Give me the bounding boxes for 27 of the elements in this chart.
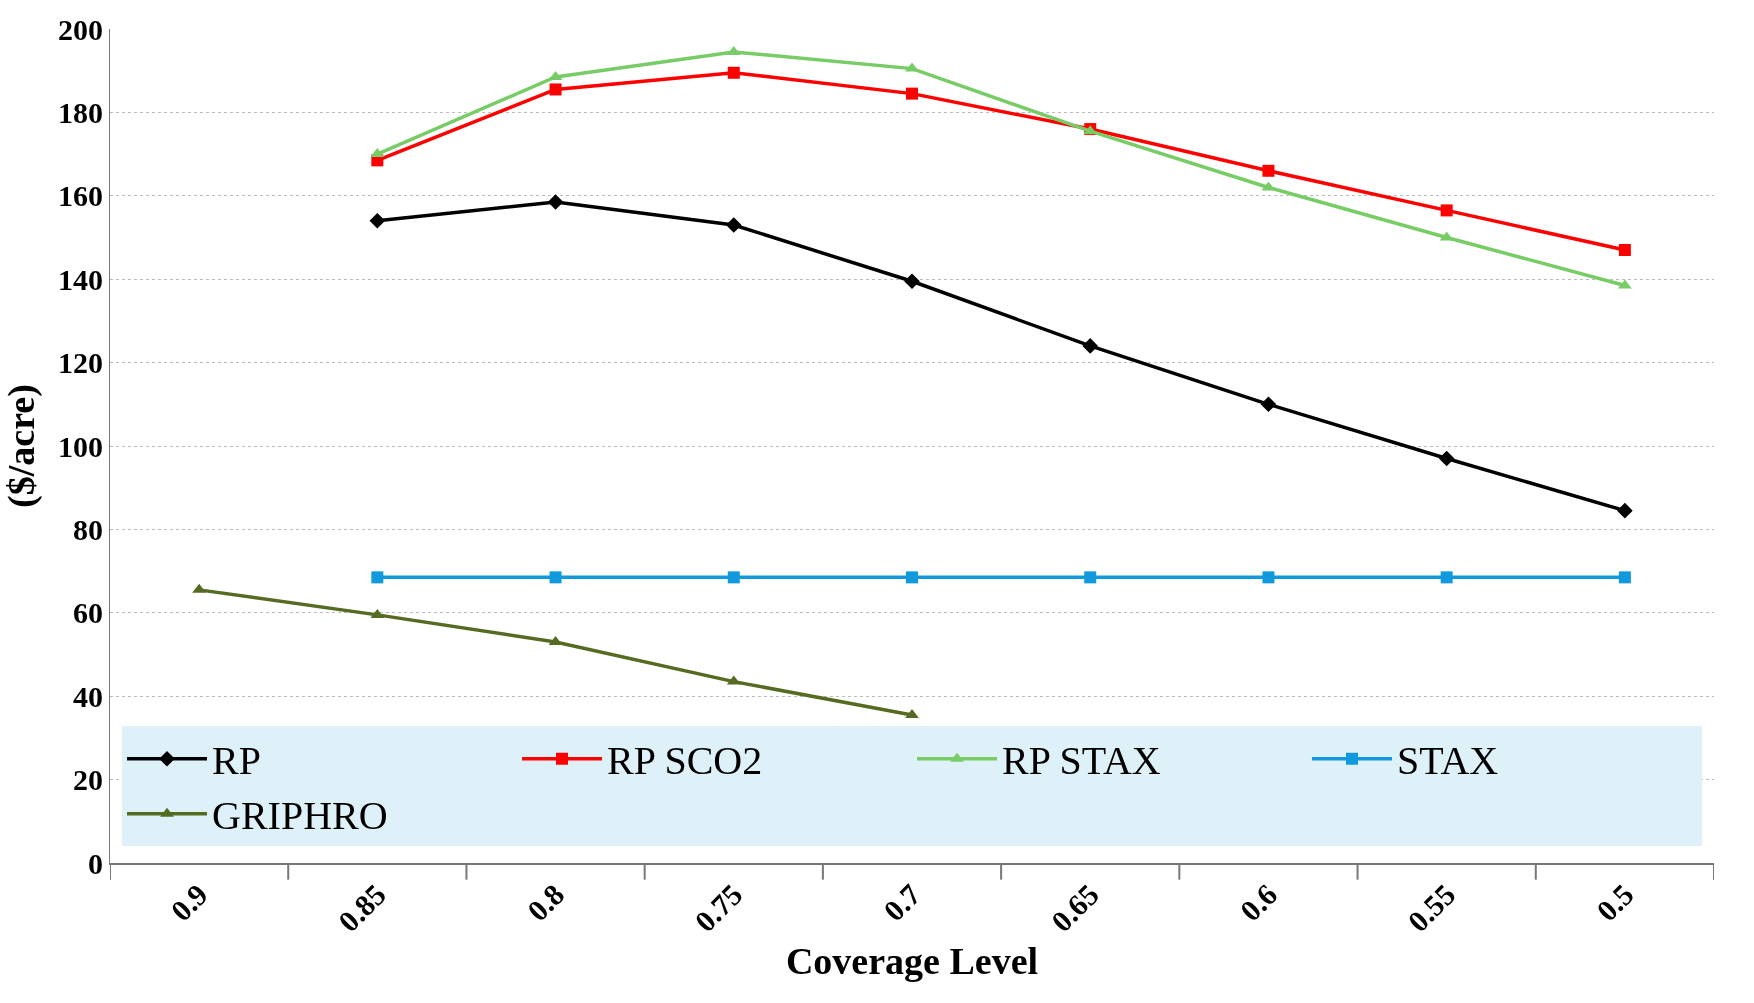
- x-tick-label: 0.9: [164, 877, 214, 928]
- y-tick-label: 140: [58, 262, 103, 296]
- x-axis-title: Coverage Level: [785, 939, 1039, 982]
- x-tick-label: 0.6: [1233, 877, 1284, 928]
- y-tick-label: 20: [73, 763, 103, 797]
- y-tick-label: 40: [73, 679, 103, 713]
- legend-label: RP STAX: [1002, 738, 1161, 784]
- y-tick-label: 60: [73, 596, 103, 630]
- x-tick-label: 0.85: [331, 877, 393, 938]
- x-tick-label: 0.55: [1401, 877, 1462, 938]
- y-axis-title: ($/acre): [0, 384, 43, 508]
- y-tick-label: 80: [73, 512, 103, 546]
- legend-label: GRIPHRO: [212, 793, 388, 839]
- legend-label: RP SCO2: [607, 738, 763, 784]
- y-tick-label: 120: [58, 346, 103, 380]
- y-tick-label: 0: [88, 846, 103, 880]
- y-tick-label: 180: [58, 95, 103, 129]
- x-tick-label: 0.75: [688, 877, 749, 938]
- legend-label: RP: [212, 738, 261, 784]
- y-tick-label: 160: [58, 179, 103, 213]
- x-tick-label: 0.8: [520, 877, 571, 928]
- legend-label: STAX: [1397, 738, 1499, 784]
- x-tick-label: 0.7: [877, 877, 927, 928]
- y-tick-label: 200: [58, 12, 103, 46]
- x-tick-label: 0.5: [1589, 877, 1640, 928]
- x-tick-label: 0.65: [1044, 877, 1106, 938]
- y-tick-label: 100: [58, 429, 103, 463]
